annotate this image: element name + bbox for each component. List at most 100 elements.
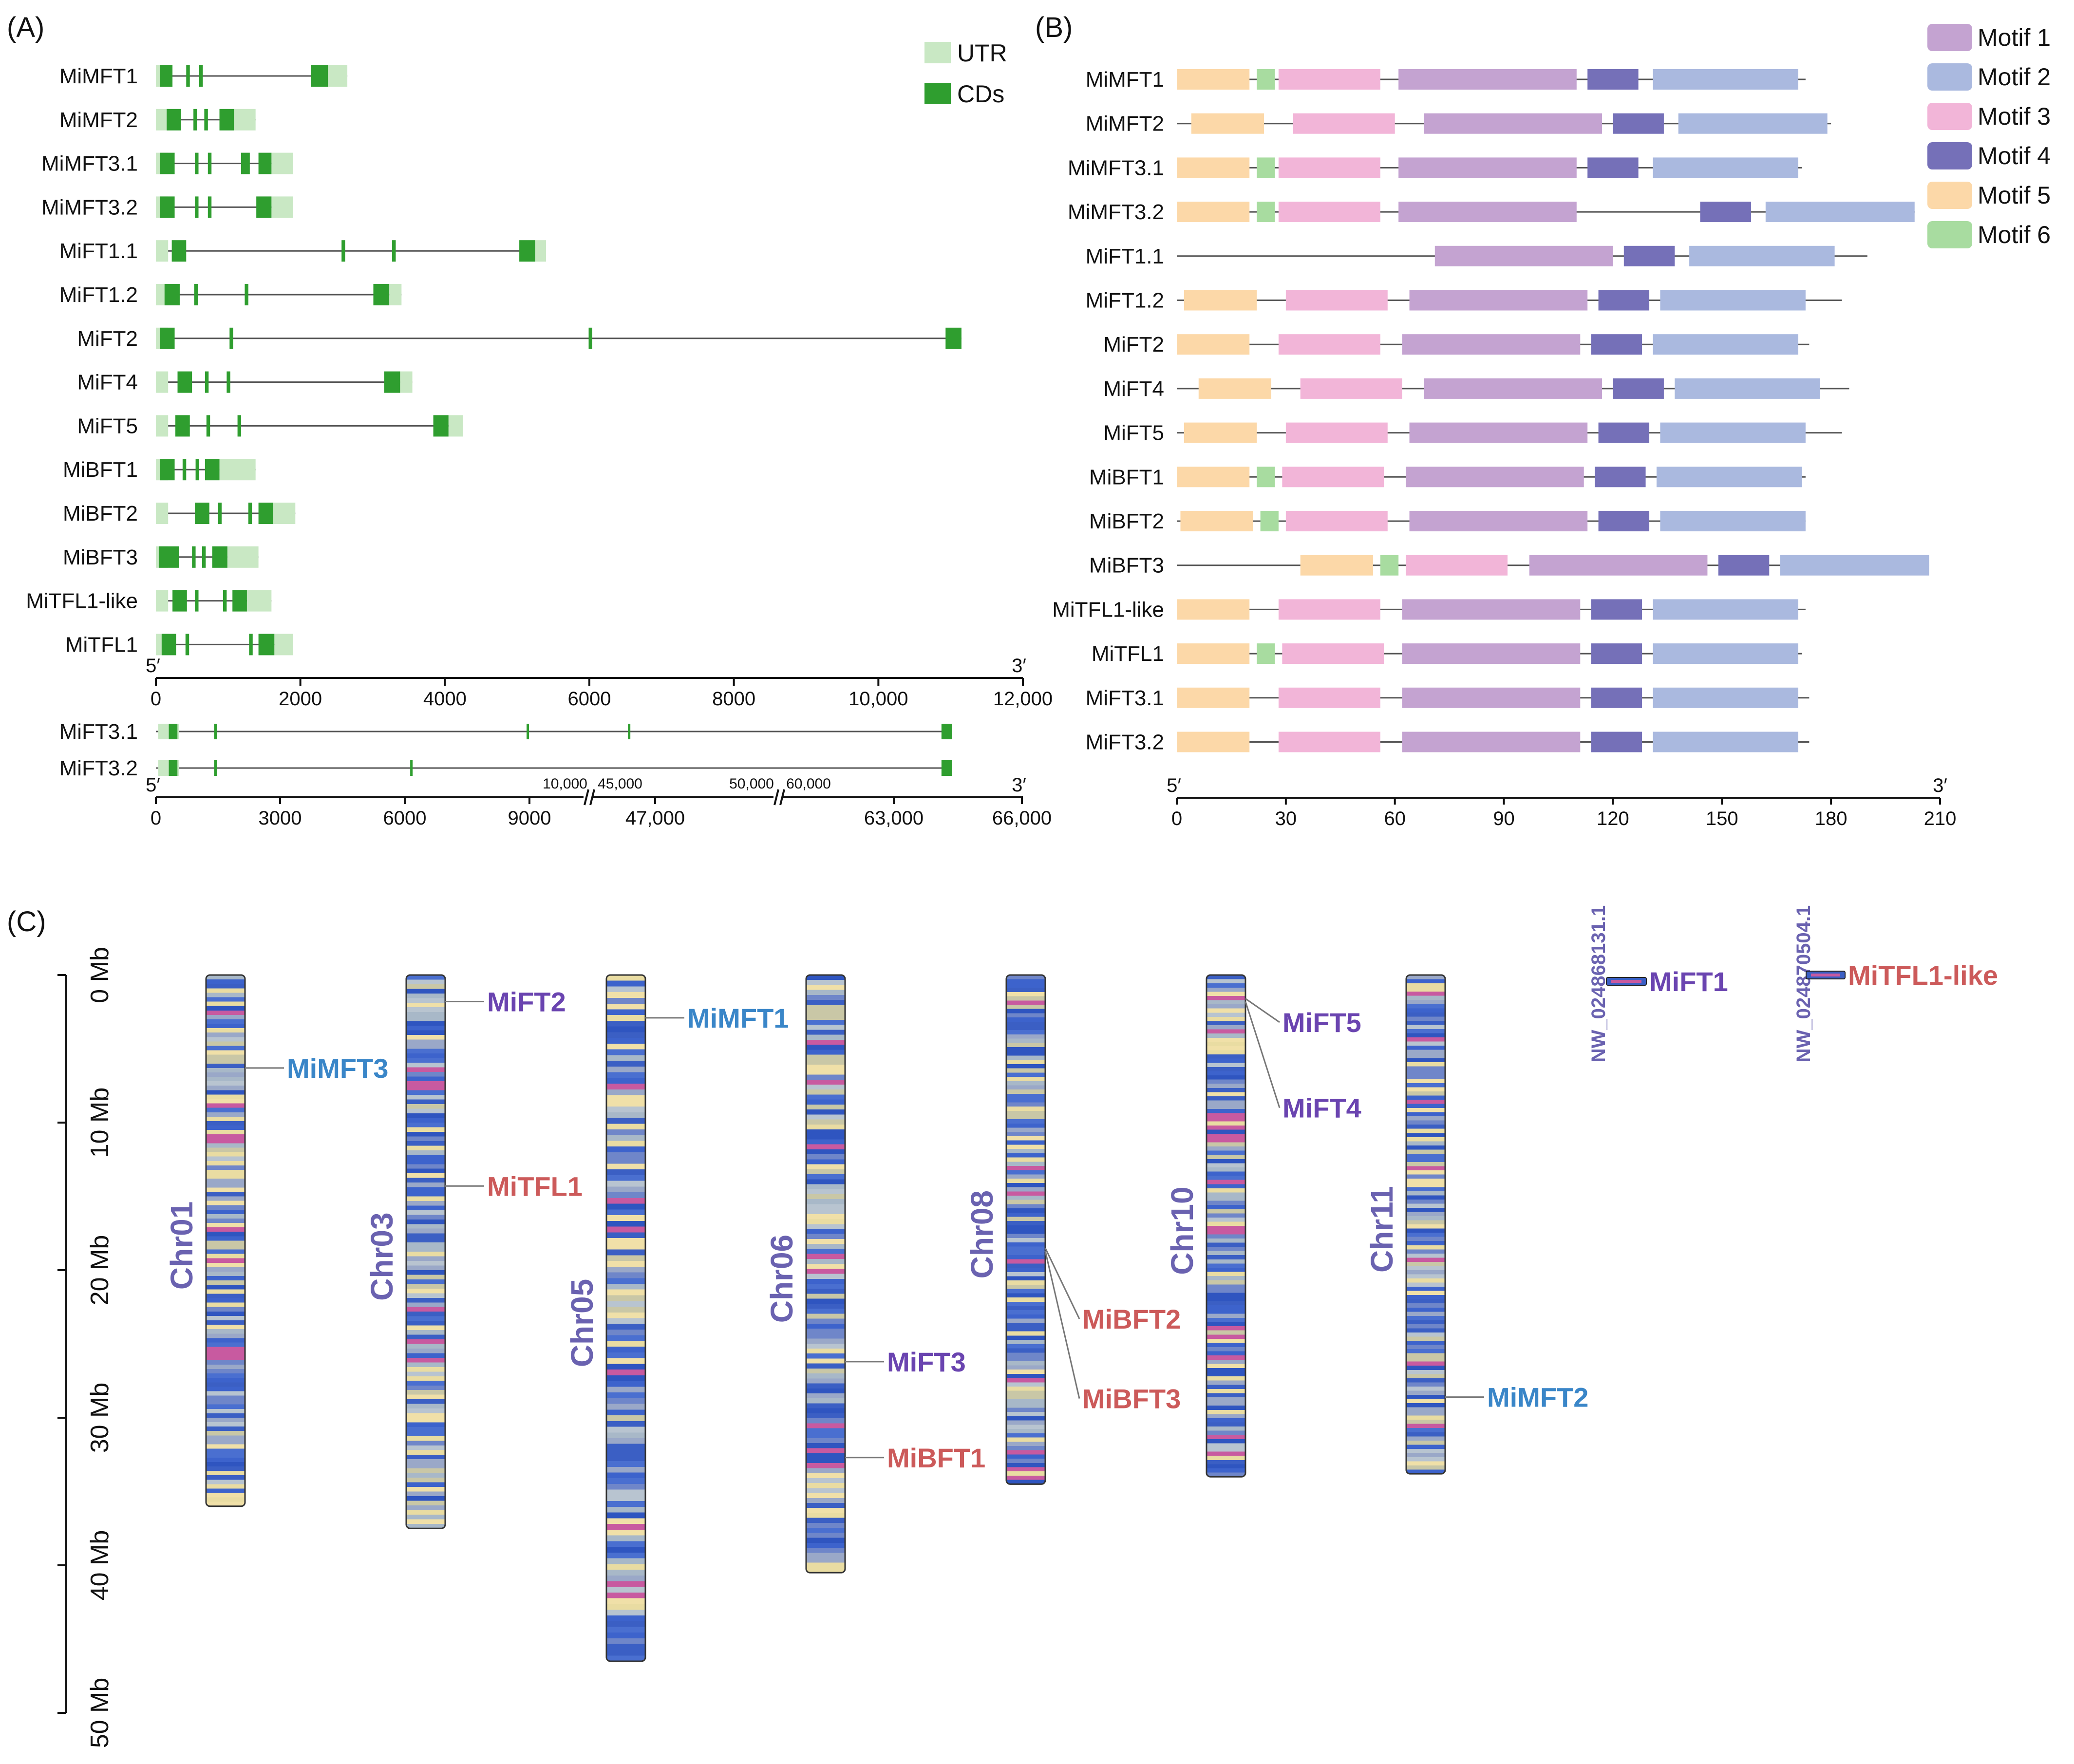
motif-2-box [1675,378,1820,399]
motif-4-box [1591,599,1642,620]
motif-3-box [1282,467,1384,488]
cds-exon [160,152,175,174]
utr-3prime [273,503,296,524]
cds-exon [182,459,187,481]
panel-b-motif-diagram: MiMFT1 MiMFT2 MiMFT3.1 MiMFT3.2 MiFT1.1 MiFT1… [1052,24,2051,829]
utr-3prime [246,590,272,612]
cds-exon [186,65,190,87]
cds-exon [207,152,212,174]
protein-label: MiMFT2 [1086,112,1164,136]
gene-label: MiFT1.1 [59,239,138,263]
chromosome-bar [405,974,446,1529]
motif-6-box [1380,555,1399,576]
gene-locus-label: MiTFL1 [487,1171,583,1201]
tick-label: 66,000 [992,807,1052,829]
motif-6-box [1257,643,1275,664]
motif-4-box [1587,157,1639,178]
cds-exon [171,240,187,262]
chromosome-bar [205,974,246,1507]
legend-swatch [1927,103,1972,130]
tick-label: 12,000 [993,688,1053,710]
cds-exon [248,503,252,524]
cds-exon [258,503,273,524]
protein-label: MiFT2 [1103,333,1164,357]
cds-exon [158,546,179,568]
scale-label: 50 Mb [86,1678,114,1748]
protein-label: MiBFT1 [1089,465,1164,489]
utr-5prime [156,415,169,437]
cds-exon [945,327,962,349]
chromosome-label: Chr11 [1364,1186,1399,1273]
gene-locus-label: MiMFT1 [687,1003,789,1033]
motif-5-box [1177,69,1250,90]
motif-4-box [1718,555,1770,576]
utr-3prime [389,284,402,305]
scaffold-label: NW_024870504.1 [1793,905,1814,1062]
utr-5prime [156,240,169,262]
protein-label: MiFT3.2 [1086,731,1164,754]
five-prime-label: 5′ [146,774,160,796]
gene-connector [1044,1251,1080,1399]
cds-exon [218,503,222,524]
utr-3prime [274,634,293,656]
break-label: 60,000 [786,776,831,792]
scaffold-label: NW_024868131.1 [1588,905,1609,1062]
gene-label: MiMFT3.2 [41,195,138,219]
gene-locus-label: MiBFT1 [887,1443,985,1473]
gene-label: MiFT5 [77,414,138,438]
utr-3prime [535,240,546,262]
gene-label: MiMFT1 [59,64,138,88]
motif-3-box [1285,290,1388,311]
tick-label: 0 [151,688,161,710]
motif-2-box [1653,599,1798,620]
tick-label: 30 [1275,808,1297,829]
gene-label: MiBFT3 [63,545,138,569]
cds-exon [258,634,275,656]
cds-exon [207,196,212,218]
five-prime-label: 5′ [1167,775,1181,796]
motif-1-box [1409,422,1588,443]
motif-1-box [1402,732,1581,752]
panel-b-label: (B) [1035,12,1073,43]
legend-label: CDs [957,80,1004,108]
cds-exon [384,371,400,393]
cds-exon [169,760,178,776]
gene-connector [1245,998,1280,1023]
cds-exon [205,371,209,393]
scaffold-gene-label: MiFT1 [1649,966,1728,997]
motif-2-box [1765,202,1915,223]
cds-exon [177,371,192,393]
cds-exon [219,109,234,131]
protein-label: MiBFT2 [1089,509,1164,533]
utr-3prime [234,109,256,131]
motif-3-box [1293,113,1395,134]
gene-label: MiFT3.2 [59,756,138,780]
cds-exon [206,415,210,437]
utr-3prime [448,415,463,437]
motif-2-box [1653,643,1798,664]
cds-exon [237,415,242,437]
cds-exon [160,65,173,87]
axis-break-mark [589,789,595,806]
motif-1-box [1402,334,1581,355]
utr-3prime [227,546,259,568]
gene-connector [1044,1247,1080,1319]
scaffold-gene-label: MiTFL1-like [1848,960,1998,991]
motif-4-box [1700,202,1751,223]
cds-exon [258,152,272,174]
tick-label: 10,000 [848,688,908,710]
motif-2-box [1678,113,1828,134]
gene-locus-label: MiMFT3 [287,1053,388,1084]
cds-exon [249,634,253,656]
gene-label: MiFT1.2 [59,283,138,307]
motif-3-box [1285,422,1388,443]
tick-label: 0 [151,807,161,829]
three-prime-label: 3′ [1012,774,1026,796]
tick-label: 210 [1924,808,1957,829]
tick-label: 8000 [712,688,755,710]
motif-3-box [1278,157,1380,178]
protein-label: MiFT3.1 [1086,686,1164,710]
utr-5prime [156,109,169,131]
motif-4-box [1591,643,1642,664]
